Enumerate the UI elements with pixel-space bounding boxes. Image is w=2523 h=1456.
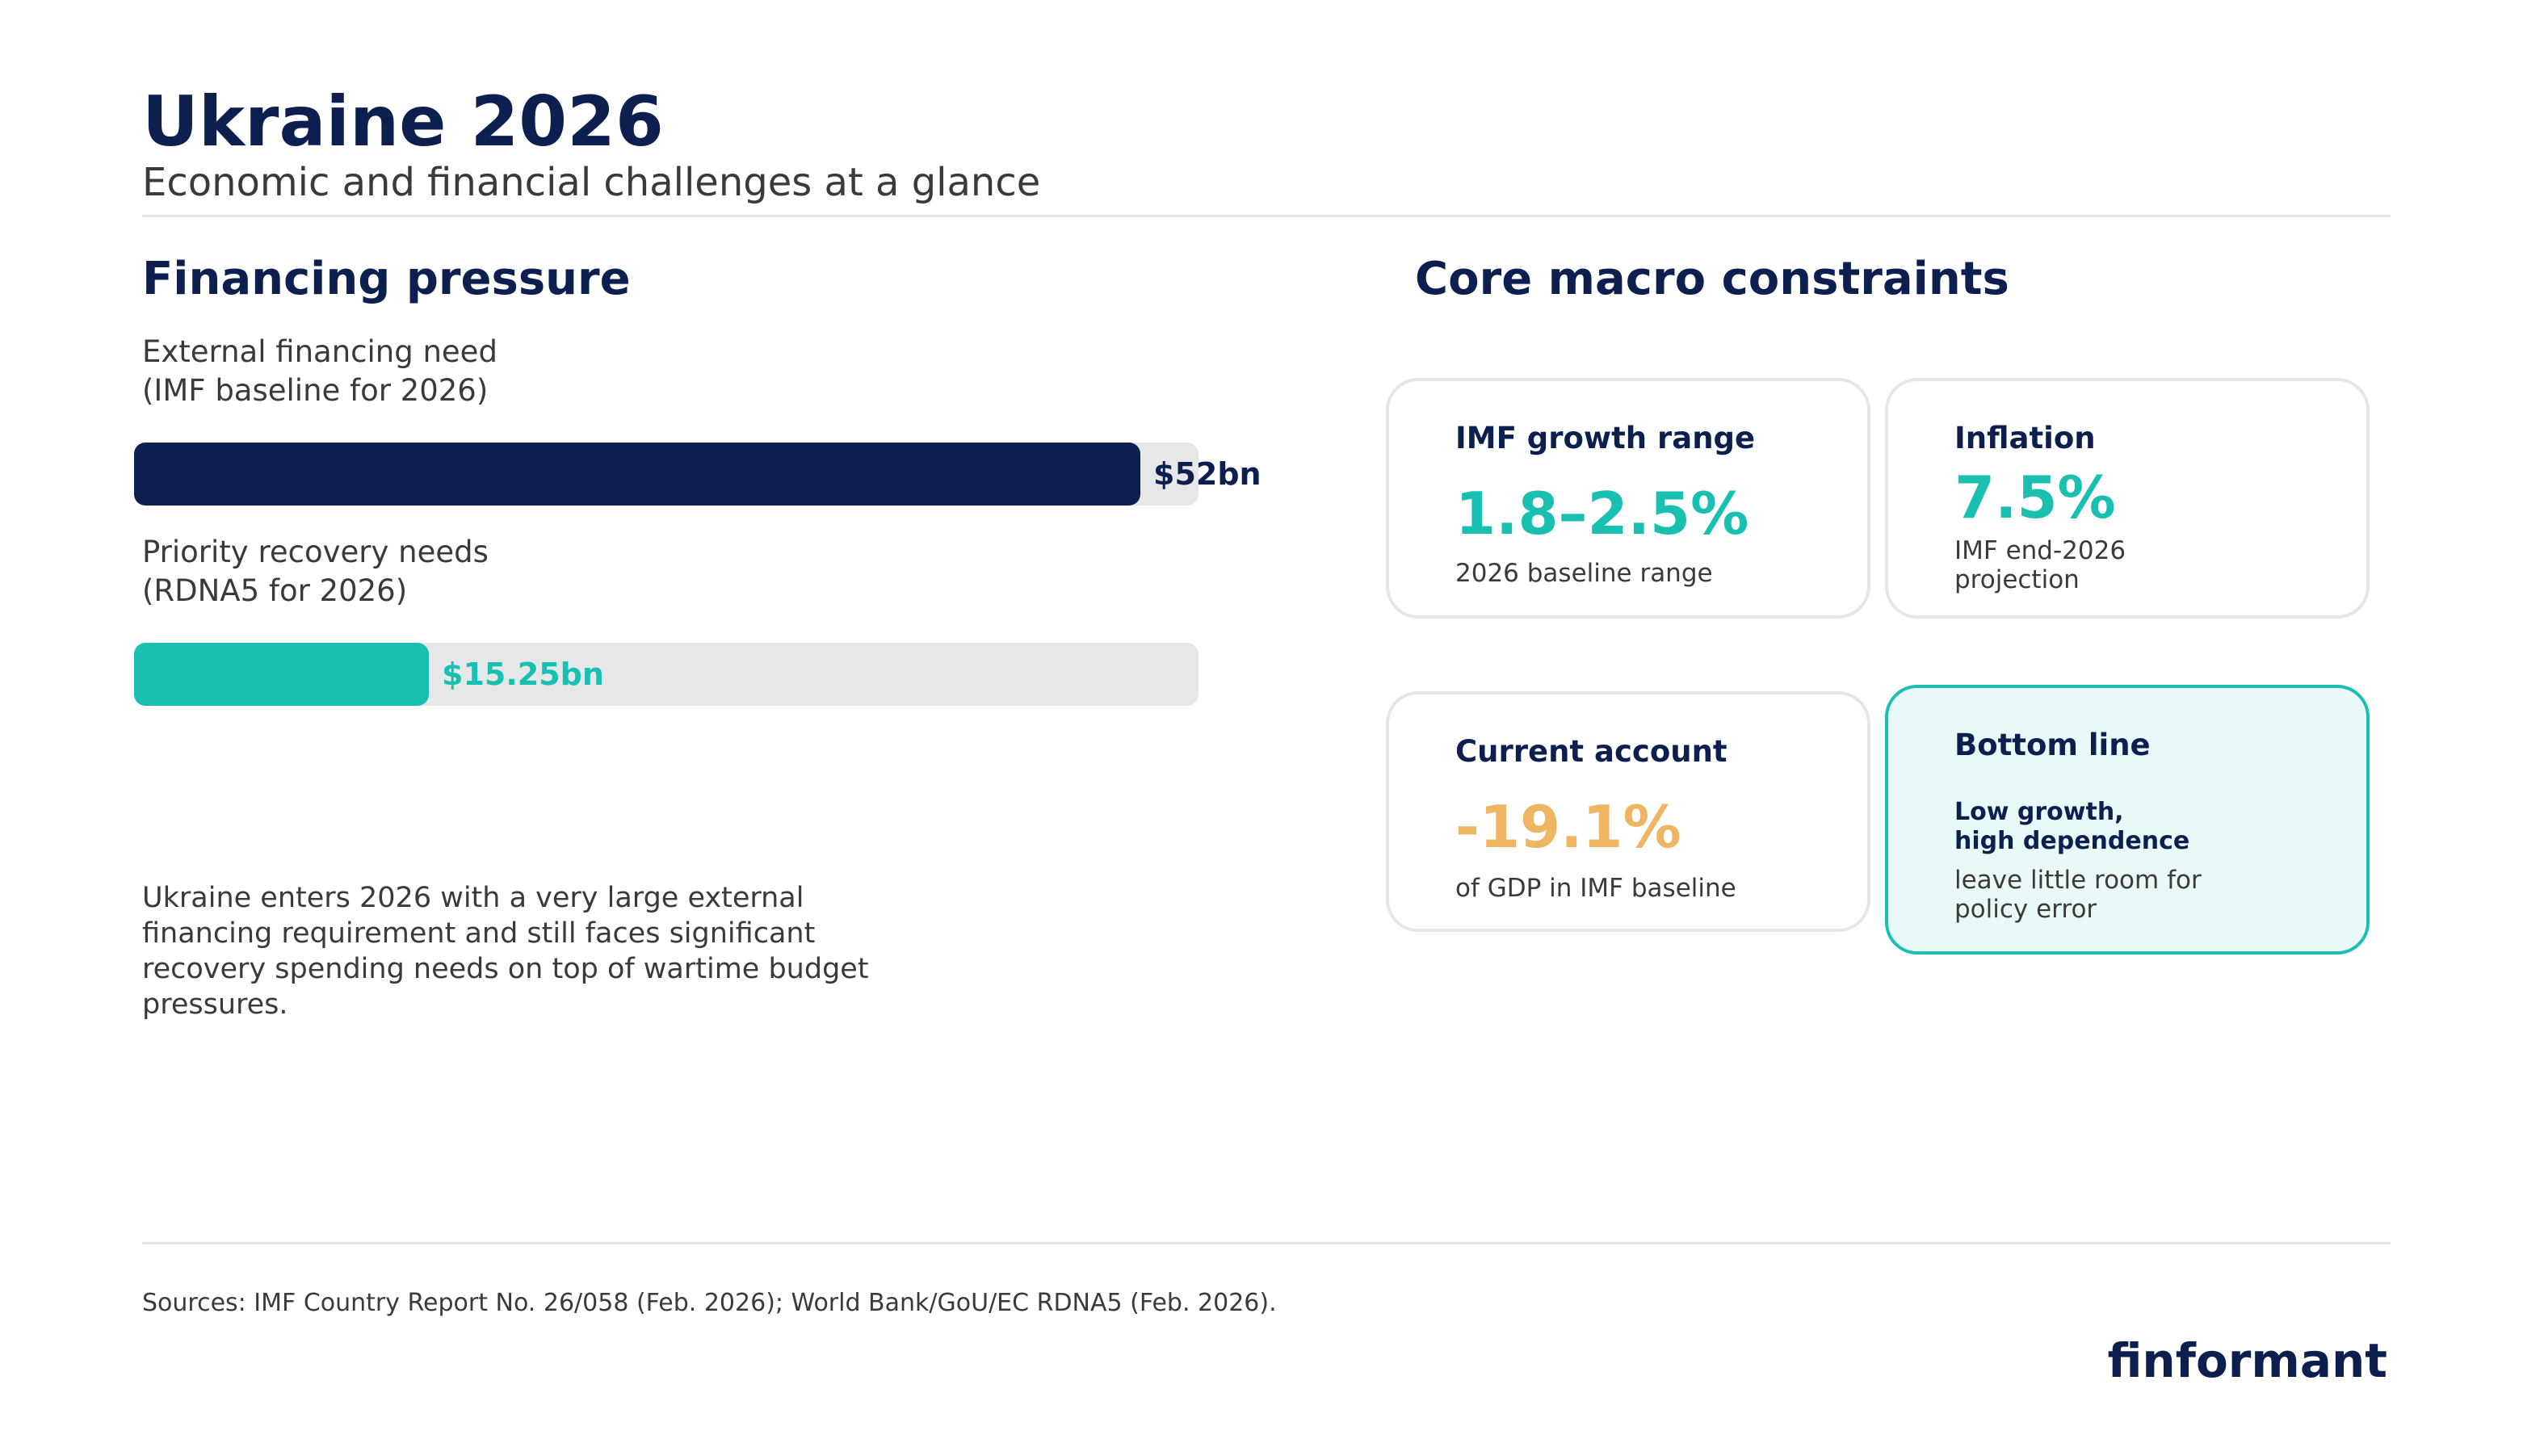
card-growth: IMF growth range 1.8–2.5% 2026 baseline … bbox=[1386, 378, 1870, 619]
card-growth-value: 1.8–2.5% bbox=[1455, 480, 1749, 548]
card-inflation-value: 7.5% bbox=[1954, 464, 2116, 531]
card-current-account-heading: Current account bbox=[1455, 734, 1727, 769]
financing-narrative: Ukraine enters 2026 with a very large ex… bbox=[142, 882, 869, 1021]
card-current-account-value: -19.1% bbox=[1455, 793, 1681, 861]
card-inflation: Inflation 7.5% IMF end-2026 projection bbox=[1885, 378, 2370, 619]
card-bottom-line: Bottom line Low growth, high dependence … bbox=[1885, 685, 2370, 955]
header-divider bbox=[142, 215, 2391, 217]
bar-recovery-needs bbox=[134, 643, 429, 706]
card-current-account: Current account -19.1% of GDP in IMF bas… bbox=[1386, 691, 1870, 932]
bar-track-recovery bbox=[134, 643, 1199, 706]
bar-track-external bbox=[134, 443, 1199, 506]
bar-external-financing bbox=[134, 443, 1140, 506]
card-bottom-line-heading: Bottom line bbox=[1954, 728, 2151, 762]
card-growth-note: 2026 baseline range bbox=[1455, 559, 1713, 588]
card-inflation-note: IMF end-2026 projection bbox=[1954, 536, 2126, 594]
bar-label-external: External financing need (IMF baseline fo… bbox=[142, 334, 497, 408]
financing-section-title: Financing pressure bbox=[142, 253, 631, 305]
card-bottom-line-emphasis: Low growth, high dependence bbox=[1954, 798, 2190, 855]
bar-value-external: $52bn bbox=[1153, 456, 1262, 492]
bar-label-recovery: Priority recovery needs (RDNA5 for 2026) bbox=[142, 535, 489, 608]
page-subtitle: Economic and financial challenges at a g… bbox=[142, 160, 1041, 205]
brand-logo: finformant bbox=[2107, 1333, 2387, 1388]
sources-note: Sources: IMF Country Report No. 26/058 (… bbox=[142, 1289, 1277, 1317]
card-growth-heading: IMF growth range bbox=[1455, 421, 1756, 455]
card-inflation-heading: Inflation bbox=[1954, 421, 2096, 455]
macro-section-title: Core macro constraints bbox=[1415, 253, 2009, 305]
bar-value-recovery: $15.25bn bbox=[442, 657, 604, 692]
page-title: Ukraine 2026 bbox=[142, 82, 664, 162]
card-bottom-line-note: leave little room for policy error bbox=[1954, 866, 2202, 924]
card-current-account-note: of GDP in IMF baseline bbox=[1455, 874, 1736, 903]
footer-divider bbox=[142, 1242, 2391, 1244]
